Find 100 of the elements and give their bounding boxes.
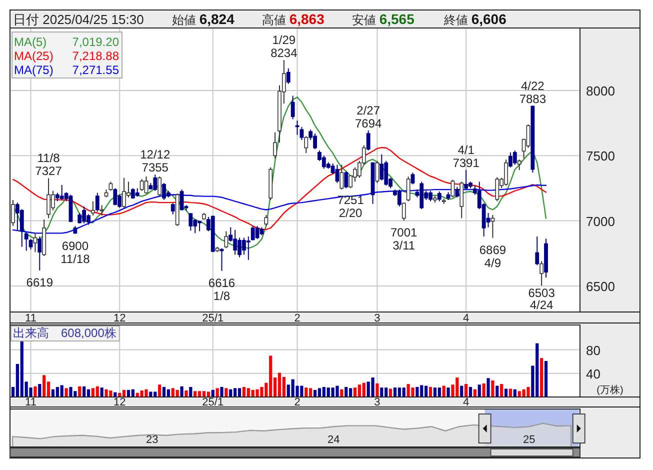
bar [180, 386, 184, 397]
bar [69, 386, 72, 397]
x-tick-label: 11 [25, 396, 36, 408]
bar [428, 386, 432, 397]
bar [482, 383, 486, 397]
x-tick-label: 23 [146, 434, 158, 446]
bar [358, 384, 362, 397]
bar [184, 390, 188, 397]
candlestick [273, 132, 278, 159]
x-tick-label: 4 [462, 312, 470, 324]
candlestick [490, 214, 495, 238]
x-tick-label: 12 [113, 312, 126, 324]
y-tick-label: 6500 [586, 278, 615, 294]
bar [238, 388, 242, 397]
x-tick-label: 25 [522, 434, 536, 446]
bar [189, 386, 192, 397]
text: 高値 6,863 [262, 11, 325, 27]
bar [468, 386, 472, 397]
candlestick [28, 238, 33, 250]
bar [278, 372, 282, 397]
x-tick-label: 2 [294, 396, 300, 408]
candlestick [375, 160, 380, 184]
annotation: 11/8 7327 [35, 151, 62, 178]
bar [388, 388, 392, 397]
candlestick [406, 176, 410, 202]
bar [438, 388, 441, 397]
candlestick [188, 212, 193, 232]
bar [224, 388, 228, 397]
y-tick-label: 8000 [586, 84, 615, 99]
x-tick-label: 3 [374, 396, 380, 408]
candlestick [180, 189, 184, 211]
annotation: 7,218.88 [72, 49, 120, 63]
chart-title: 日付 2025/04/25 15:30 [13, 12, 144, 27]
candlestick [300, 126, 304, 141]
bar [500, 384, 504, 397]
annotation: 6616 1/8 [208, 276, 236, 303]
bar [91, 388, 95, 397]
candlestick [95, 192, 100, 212]
candlestick [517, 159, 522, 170]
candlestick [366, 130, 370, 151]
annotation: 7001 3/11 [390, 226, 418, 253]
chart-title: 出来高 608,000株 [13, 326, 116, 340]
bar [540, 358, 544, 397]
bar [96, 386, 99, 397]
candlestick [286, 68, 290, 85]
bar [198, 391, 202, 397]
bar [460, 386, 464, 397]
candlestick [535, 236, 540, 266]
x-tick-label: 11 [25, 312, 36, 324]
legend: MA(5) 7,019.20 MA(25) 7,218.88 MA(75) 7,271.55 [12, 32, 122, 78]
bar [508, 388, 512, 397]
candlestick [90, 200, 95, 216]
text: 安値 6,565 [352, 11, 415, 27]
y-tick-label: 7000 [586, 214, 615, 229]
candlestick [455, 186, 460, 198]
bar [64, 388, 68, 397]
candlestick [158, 176, 162, 197]
bar [433, 388, 437, 397]
bar [362, 382, 366, 397]
annotation: 7251 2/20 [337, 193, 364, 220]
candlestick [397, 189, 402, 207]
candlestick [495, 176, 500, 202]
bar [416, 386, 419, 397]
bar [504, 388, 508, 397]
bar [220, 386, 224, 397]
x-tick-label: 24 [328, 434, 340, 446]
candlestick [464, 169, 468, 190]
bar [376, 383, 379, 397]
bar [402, 388, 406, 397]
x-tick-label: 2 [294, 312, 300, 324]
annotation: 1/29 8234 [270, 33, 298, 60]
candlestick [264, 214, 268, 227]
candlestick [38, 236, 42, 271]
x-tick-label: 4 [462, 396, 470, 408]
bar [393, 388, 397, 397]
bar [194, 391, 197, 397]
bar [149, 392, 152, 397]
annotation: 4/22 7883 [519, 78, 546, 106]
bar [216, 388, 219, 397]
candlestick [340, 164, 344, 190]
bar [202, 391, 206, 397]
bar [100, 388, 104, 397]
candlestick [290, 95, 295, 120]
bar [82, 386, 86, 397]
bar [411, 388, 414, 397]
candlestick [255, 226, 260, 240]
bar [478, 384, 481, 397]
bar [380, 388, 384, 397]
candlestick [335, 164, 340, 184]
bar [344, 386, 348, 397]
candlestick [170, 202, 175, 215]
annotation: 4/1 7391 [452, 142, 480, 170]
annotation: 6869 4/9 [479, 242, 506, 270]
bar [144, 389, 148, 397]
candlestick [224, 230, 228, 249]
annotation: 6900 11/18 [60, 238, 90, 266]
annotation: 7,271.55 [72, 63, 120, 77]
bar [486, 378, 490, 397]
text: 始値 6,824 [172, 11, 235, 27]
candlestick [410, 172, 415, 185]
